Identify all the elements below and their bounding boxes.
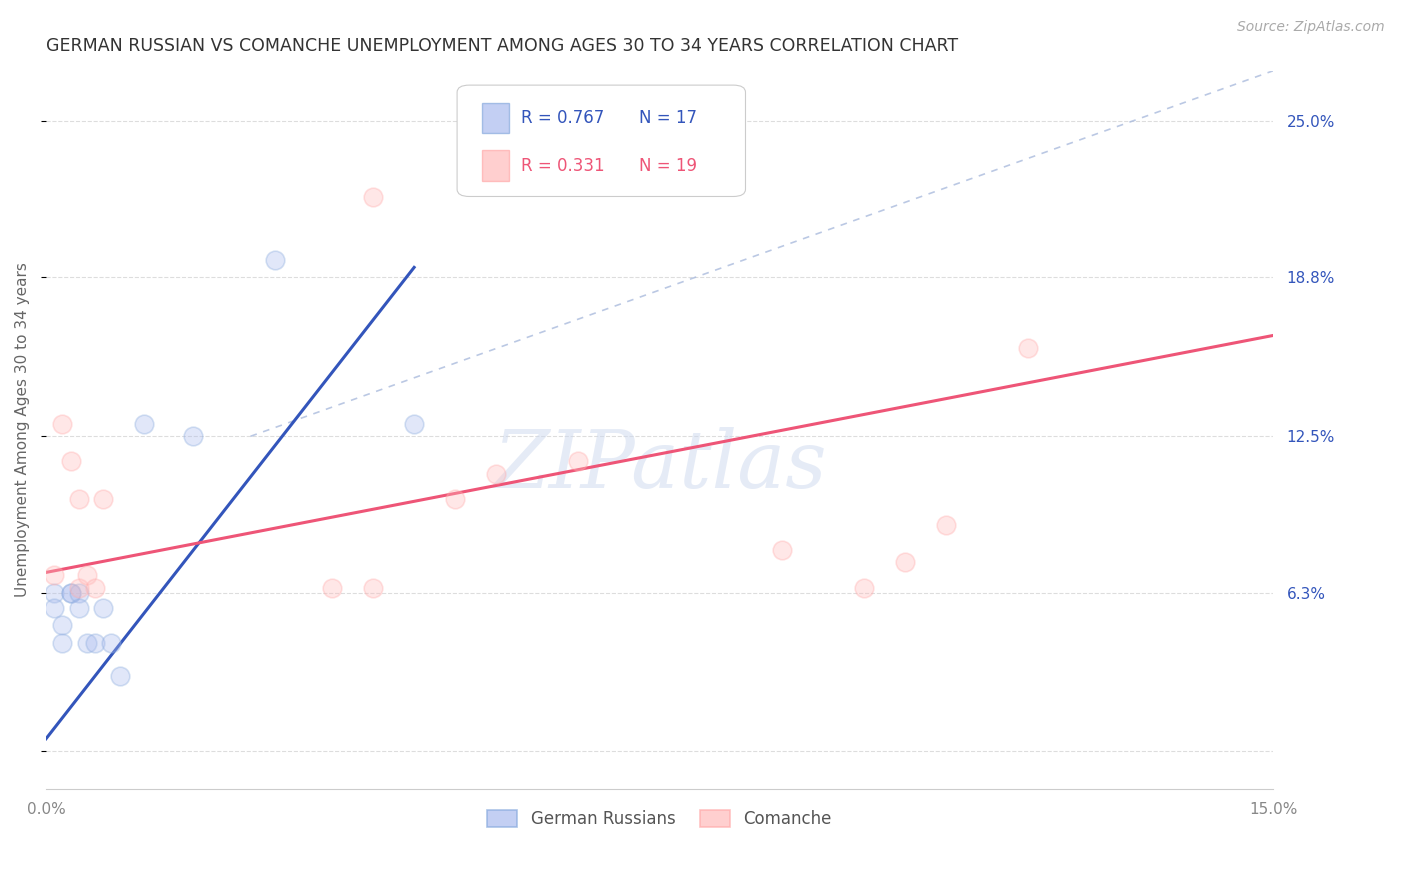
Point bbox=[51, 618, 73, 632]
Point bbox=[44, 568, 66, 582]
Text: N = 17: N = 17 bbox=[638, 109, 697, 128]
Point bbox=[51, 417, 73, 431]
Text: R = 0.331: R = 0.331 bbox=[520, 157, 605, 175]
Point bbox=[444, 492, 467, 507]
Point bbox=[59, 585, 82, 599]
Point bbox=[485, 467, 508, 482]
Point bbox=[44, 585, 66, 599]
Point bbox=[935, 517, 957, 532]
Text: ZIPatlas: ZIPatlas bbox=[494, 427, 827, 505]
Point bbox=[264, 252, 287, 267]
Point bbox=[404, 417, 426, 431]
Point bbox=[361, 581, 384, 595]
Point bbox=[76, 568, 98, 582]
Text: Source: ZipAtlas.com: Source: ZipAtlas.com bbox=[1237, 20, 1385, 34]
Point bbox=[100, 636, 122, 650]
Point bbox=[894, 555, 917, 569]
FancyBboxPatch shape bbox=[457, 85, 745, 196]
Point bbox=[76, 636, 98, 650]
Point bbox=[51, 636, 73, 650]
Text: GERMAN RUSSIAN VS COMANCHE UNEMPLOYMENT AMONG AGES 30 TO 34 YEARS CORRELATION CH: GERMAN RUSSIAN VS COMANCHE UNEMPLOYMENT … bbox=[46, 37, 957, 55]
Point bbox=[361, 190, 384, 204]
Point bbox=[59, 585, 82, 599]
Point bbox=[181, 429, 204, 443]
FancyBboxPatch shape bbox=[482, 103, 509, 133]
Point bbox=[770, 542, 793, 557]
FancyBboxPatch shape bbox=[482, 151, 509, 181]
Point bbox=[84, 636, 107, 650]
Point bbox=[67, 600, 90, 615]
Text: R = 0.767: R = 0.767 bbox=[520, 109, 605, 128]
Point bbox=[84, 581, 107, 595]
Point bbox=[91, 600, 114, 615]
Y-axis label: Unemployment Among Ages 30 to 34 years: Unemployment Among Ages 30 to 34 years bbox=[15, 262, 30, 598]
Point bbox=[1017, 341, 1039, 355]
Point bbox=[67, 581, 90, 595]
Point bbox=[134, 417, 156, 431]
Point bbox=[853, 581, 876, 595]
Point bbox=[108, 669, 131, 683]
Point bbox=[321, 581, 343, 595]
Point bbox=[59, 454, 82, 468]
Text: N = 19: N = 19 bbox=[638, 157, 697, 175]
Legend: German Russians, Comanche: German Russians, Comanche bbox=[481, 804, 838, 835]
Point bbox=[567, 454, 589, 468]
Point bbox=[91, 492, 114, 507]
Point bbox=[44, 600, 66, 615]
Point bbox=[67, 585, 90, 599]
Point bbox=[67, 492, 90, 507]
